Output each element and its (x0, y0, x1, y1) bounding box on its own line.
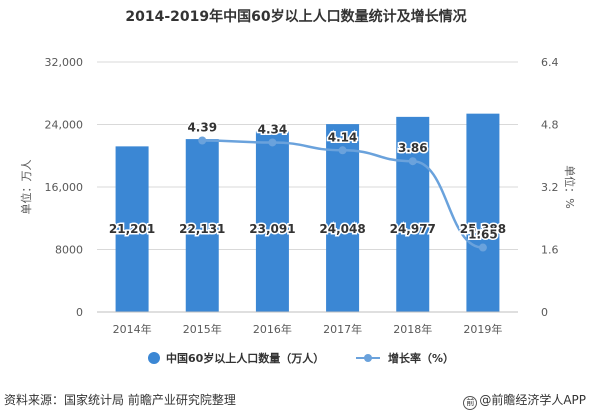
line-point (478, 243, 487, 252)
line-point (268, 138, 277, 147)
y2-tick-label: 6.4 (541, 56, 559, 69)
x-tick-label: 2014年 (113, 322, 152, 336)
legend-bar-swatch (148, 352, 160, 364)
line-value-label: 3.86 (398, 141, 428, 155)
bar-value-label: 22,131 (179, 222, 225, 236)
brand-logo-icon: 前 (463, 396, 478, 410)
legend-line-marker (364, 354, 372, 362)
legend-bar-label: 中国60岁以上人口数量（万人） (166, 351, 324, 365)
bar-value-label: 24,048 (319, 222, 365, 236)
y2-axis-title: 单位：% (563, 165, 577, 208)
y-axis-title: 单位：万人 (19, 160, 33, 215)
x-tick-label: 2018年 (393, 322, 432, 336)
y2-tick-label: 1.6 (541, 244, 559, 257)
x-tick-label: 2017年 (323, 322, 362, 336)
bar (466, 113, 500, 312)
legend-line-label: 增长率（%） (388, 351, 454, 365)
line-point (198, 136, 207, 145)
y-tick-label: 32,000 (45, 56, 84, 69)
line-value-label: 4.39 (187, 121, 217, 135)
x-tick-label: 2016年 (253, 322, 292, 336)
y2-tick-label: 4.8 (541, 119, 559, 132)
gridlines (97, 61, 518, 250)
legend: 中国60岁以上人口数量（万人） 增长率（%） (148, 351, 454, 365)
source-note: 资料来源：国家统计局 前瞻产业研究院整理 (4, 393, 236, 407)
brand-text: @前瞻经济学人APP (479, 393, 586, 407)
bar-value-label: 21,201 (109, 222, 155, 236)
data-labels: 21,201 22,131 23,091 24,048 24,977 25,388 4.39… (107, 119, 507, 243)
y-tick-label: 24,000 (45, 119, 84, 132)
x-tick-label: 2019年 (463, 322, 502, 336)
line-value-label: 1.65 (468, 228, 498, 242)
y2-tick-label: 3.2 (541, 181, 559, 194)
bar (326, 124, 360, 312)
line-value-label: 4.34 (258, 122, 288, 136)
line-point (338, 146, 347, 155)
bar-series (115, 113, 500, 312)
bar (255, 131, 289, 312)
y-tick-label: 0 (76, 306, 83, 319)
axes: 0 8000 16,000 24,000 32,000 0 1.6 3.2 4.8 6.4 单位：万… (19, 56, 577, 336)
bar (185, 139, 219, 312)
bar-value-label: 25,388 (460, 222, 506, 236)
y2-tick-label: 0 (541, 306, 548, 319)
growth-line (202, 139, 484, 249)
chart-title: 2014-2019年中国60岁以上人口数量统计及增长情况 (125, 9, 467, 25)
x-tick-label: 2015年 (183, 322, 222, 336)
line-value-label: 4.14 (328, 130, 358, 144)
y-tick-label: 8000 (55, 244, 83, 257)
bar (396, 116, 430, 312)
y-tick-label: 16,000 (45, 181, 84, 194)
bar (115, 146, 149, 312)
bar-value-label: 23,091 (249, 222, 295, 236)
brand-credit: 前 @前瞻经济学人APP (463, 391, 586, 410)
line-series (198, 136, 487, 252)
bar-value-label: 24,977 (390, 222, 436, 236)
line-point (408, 157, 417, 166)
